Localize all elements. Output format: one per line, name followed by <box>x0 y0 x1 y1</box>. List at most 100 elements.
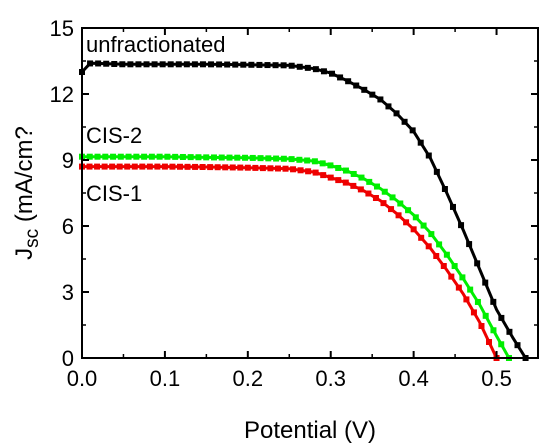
series-point-unfractionated <box>103 60 110 67</box>
series-point-unfractionated <box>312 66 319 73</box>
series-point-unfractionated <box>433 168 440 175</box>
series-point-cis-1 <box>380 200 387 207</box>
series-point-cis-2 <box>249 154 256 161</box>
series-point-cis-1 <box>448 273 455 280</box>
series-point-unfractionated <box>216 61 223 68</box>
series-point-unfractionated <box>296 63 303 70</box>
series-point-unfractionated <box>409 127 416 134</box>
series-point-cis-1 <box>116 163 123 170</box>
series-point-cis-1 <box>146 163 153 170</box>
series-point-cis-1 <box>440 263 447 269</box>
series-point-unfractionated <box>159 61 166 68</box>
series-point-cis-1 <box>184 163 191 170</box>
series-point-unfractionated <box>345 78 352 85</box>
series-point-cis-1 <box>357 186 364 193</box>
y-axis-ticks: 0 3 6 9 12 15 <box>50 16 538 371</box>
series-point-unfractionated <box>135 61 142 68</box>
series-point-unfractionated <box>111 60 118 67</box>
series-point-cis-1 <box>470 309 477 316</box>
series-point-unfractionated <box>143 61 150 68</box>
series-point-cis-2 <box>296 156 303 163</box>
series-point-cis-2 <box>86 153 93 160</box>
y-axis-title-main: J <box>11 248 38 260</box>
series-point-cis-2 <box>210 154 217 161</box>
series-point-unfractionated <box>151 61 158 68</box>
series-point-cis-1 <box>229 164 236 171</box>
series-point-unfractionated <box>256 61 263 68</box>
series-point-cis-1 <box>101 163 108 170</box>
series-point-cis-1 <box>425 243 432 250</box>
series-point-cis-1 <box>418 234 425 241</box>
series-point-cis-2 <box>381 188 388 195</box>
series-point-unfractionated <box>288 62 295 69</box>
series-unfractionated <box>79 60 529 361</box>
series-point-cis-2 <box>327 162 334 169</box>
series-label-cis-1: CIS-1 <box>86 181 142 206</box>
series-point-unfractionated <box>449 203 456 210</box>
series-point-cis-2 <box>389 194 396 201</box>
series-point-cis-2 <box>490 327 497 334</box>
series-point-cis-1 <box>199 164 206 170</box>
series-line-unfractionated <box>80 61 527 359</box>
series-point-cis-1 <box>86 163 93 170</box>
series-point-cis-1 <box>388 206 395 213</box>
series-point-unfractionated <box>369 91 376 98</box>
series-point-cis-1 <box>176 163 183 170</box>
series-point-cis-2 <box>374 183 381 190</box>
x-tick-label: 0.0 <box>67 366 98 391</box>
series-point-cis-1 <box>139 163 146 170</box>
series-point-cis-2 <box>443 251 450 258</box>
series-point-unfractionated <box>127 61 134 68</box>
series-label-cis-2: CIS-2 <box>86 123 142 148</box>
series-point-cis-1 <box>214 164 221 171</box>
x-axis-ticks: 0.0 0.1 0.2 0.3 0.4 0.5 <box>67 28 512 391</box>
series-point-cis-1 <box>290 166 297 173</box>
series-point-unfractionated <box>337 74 344 81</box>
series-point-cis-1 <box>403 219 410 226</box>
x-tick-label: 0.1 <box>150 366 181 391</box>
y-axis-title: Jsc (mA/cm? <box>11 126 43 260</box>
series-point-cis-2 <box>218 154 225 161</box>
series-point-unfractionated <box>498 314 505 321</box>
series-point-cis-2 <box>304 157 311 164</box>
series-point-unfractionated <box>441 186 448 192</box>
series-point-cis-2 <box>273 155 280 162</box>
x-axis-title: Potential (V) <box>244 417 376 444</box>
series-point-cis-1 <box>259 165 266 172</box>
y-tick-label: 3 <box>62 280 74 305</box>
series-point-unfractionated <box>224 61 231 68</box>
series-point-cis-1 <box>335 177 342 184</box>
series-point-cis-2 <box>172 153 179 160</box>
series-point-cis-2 <box>420 222 427 229</box>
series-point-cis-1 <box>109 163 116 170</box>
series-point-cis-2 <box>397 200 404 207</box>
series-point-cis-1 <box>297 167 304 174</box>
series-point-unfractionated <box>199 61 206 68</box>
series-point-unfractionated <box>466 241 473 248</box>
series-point-unfractionated <box>329 70 336 77</box>
series-point-unfractionated <box>514 342 521 349</box>
series-point-unfractionated <box>208 61 215 68</box>
series-point-cis-1 <box>237 164 244 171</box>
series-point-unfractionated <box>458 222 465 229</box>
series-point-cis-2 <box>141 153 148 160</box>
series-point-cis-1 <box>169 163 176 170</box>
x-tick-label: 0.3 <box>315 366 346 391</box>
y-tick-label: 15 <box>50 16 74 41</box>
series-point-unfractionated <box>87 60 94 67</box>
series-point-cis-2 <box>288 156 295 163</box>
series-point-cis-2 <box>110 153 117 160</box>
series-point-cis-2 <box>319 160 326 167</box>
plot-frame <box>81 27 539 359</box>
series-point-cis-2 <box>474 298 481 305</box>
series-point-unfractionated <box>417 139 424 146</box>
series-point-unfractionated <box>474 260 481 267</box>
series-point-cis-2 <box>350 170 357 177</box>
series-point-cis-1 <box>305 168 312 175</box>
series-point-cis-1 <box>365 190 372 197</box>
series-point-cis-2 <box>405 207 412 214</box>
series-point-cis-1 <box>207 164 214 171</box>
series-point-unfractionated <box>272 62 279 69</box>
series-point-unfractionated <box>191 61 198 68</box>
